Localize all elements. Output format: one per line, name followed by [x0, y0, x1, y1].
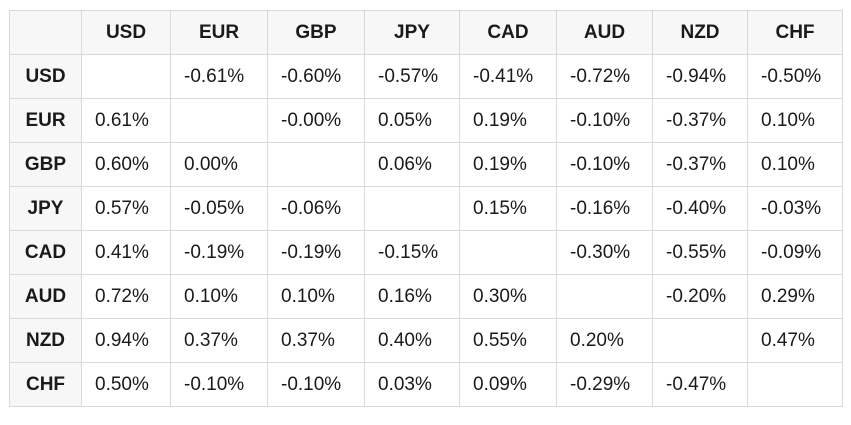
column-header: AUD [556, 10, 653, 55]
value-cell: -0.37% [652, 142, 748, 187]
column-header: EUR [170, 10, 268, 55]
value-cell: 0.29% [747, 274, 843, 319]
empty-cell [364, 186, 460, 231]
value-cell: -0.03% [747, 186, 843, 231]
value-cell: -0.15% [364, 230, 460, 275]
value-cell: -0.10% [170, 362, 268, 407]
value-cell: 0.94% [81, 318, 171, 363]
column-header: CHF [747, 10, 843, 55]
row-header: GBP [9, 142, 82, 187]
value-cell: 0.41% [81, 230, 171, 275]
value-cell: -0.10% [556, 98, 653, 143]
table-row: GBP 0.60% 0.00% 0.06% 0.19% -0.10% -0.37% 0.10% [9, 142, 843, 187]
column-header: JPY [364, 10, 460, 55]
value-cell: -0.40% [652, 186, 748, 231]
empty-cell [170, 98, 268, 143]
currency-heatmap-table-wrap: USD EUR GBP JPY CAD AUD NZD CHF USD -0.61… [9, 10, 843, 407]
value-cell: -0.72% [556, 54, 653, 99]
empty-cell [267, 142, 365, 187]
table-row: EUR 0.61% -0.00% 0.05% 0.19% -0.10% -0.37% 0.10… [9, 98, 843, 143]
value-cell: 0.50% [81, 362, 171, 407]
table-body: USD -0.61% -0.60% -0.57% -0.41% -0.72% -0.94% -… [9, 54, 843, 407]
value-cell: -0.55% [652, 230, 748, 275]
row-header: CAD [9, 230, 82, 275]
column-header: USD [81, 10, 171, 55]
empty-cell [81, 54, 171, 99]
column-header: NZD [652, 10, 748, 55]
value-cell: 0.20% [556, 318, 653, 363]
value-cell: -0.09% [747, 230, 843, 275]
value-cell: 0.37% [170, 318, 268, 363]
value-cell: -0.10% [556, 142, 653, 187]
value-cell: 0.10% [170, 274, 268, 319]
value-cell: -0.16% [556, 186, 653, 231]
empty-cell [459, 230, 557, 275]
row-header: NZD [9, 318, 82, 363]
corner-cell [9, 10, 82, 55]
value-cell: 0.05% [364, 98, 460, 143]
value-cell: -0.29% [556, 362, 653, 407]
value-cell: 0.03% [364, 362, 460, 407]
value-cell: 0.57% [81, 186, 171, 231]
table-row: USD -0.61% -0.60% -0.57% -0.41% -0.72% -0.94% -… [9, 54, 843, 99]
value-cell: 0.16% [364, 274, 460, 319]
table-row: NZD 0.94% 0.37% 0.37% 0.40% 0.55% 0.20% 0.47% [9, 318, 843, 363]
value-cell: 0.10% [747, 98, 843, 143]
value-cell: -0.19% [267, 230, 365, 275]
value-cell: 0.55% [459, 318, 557, 363]
value-cell: -0.05% [170, 186, 268, 231]
value-cell: -0.57% [364, 54, 460, 99]
table-row: JPY 0.57% -0.05% -0.06% 0.15% -0.16% -0.40% -0.… [9, 186, 843, 231]
value-cell: 0.09% [459, 362, 557, 407]
table-row: CHF 0.50% -0.10% -0.10% 0.03% 0.09% -0.29% -0.4… [9, 362, 843, 407]
row-header: AUD [9, 274, 82, 319]
value-cell: -0.41% [459, 54, 557, 99]
row-header: CHF [9, 362, 82, 407]
column-header: GBP [267, 10, 365, 55]
value-cell: 0.72% [81, 274, 171, 319]
value-cell: -0.50% [747, 54, 843, 99]
row-header: EUR [9, 98, 82, 143]
value-cell: 0.60% [81, 142, 171, 187]
row-header: JPY [9, 186, 82, 231]
value-cell: 0.61% [81, 98, 171, 143]
value-cell: -0.19% [170, 230, 268, 275]
value-cell: -0.30% [556, 230, 653, 275]
value-cell: 0.19% [459, 142, 557, 187]
header-row: USD EUR GBP JPY CAD AUD NZD CHF [9, 10, 843, 55]
value-cell: 0.06% [364, 142, 460, 187]
table-row: AUD 0.72% 0.10% 0.10% 0.16% 0.30% -0.20% 0.29% [9, 274, 843, 319]
value-cell: -0.61% [170, 54, 268, 99]
empty-cell [556, 274, 653, 319]
row-header: USD [9, 54, 82, 99]
value-cell: -0.06% [267, 186, 365, 231]
column-header: CAD [459, 10, 557, 55]
value-cell: -0.47% [652, 362, 748, 407]
table-row: CAD 0.41% -0.19% -0.19% -0.15% -0.30% -0.55% -0… [9, 230, 843, 275]
value-cell: -0.10% [267, 362, 365, 407]
value-cell: 0.00% [170, 142, 268, 187]
value-cell: 0.47% [747, 318, 843, 363]
value-cell: -0.94% [652, 54, 748, 99]
value-cell: 0.19% [459, 98, 557, 143]
value-cell: -0.20% [652, 274, 748, 319]
value-cell: -0.37% [652, 98, 748, 143]
empty-cell [747, 362, 843, 407]
value-cell: 0.37% [267, 318, 365, 363]
currency-heatmap-table: USD EUR GBP JPY CAD AUD NZD CHF USD -0.61… [9, 10, 843, 407]
value-cell: 0.30% [459, 274, 557, 319]
empty-cell [652, 318, 748, 363]
value-cell: -0.60% [267, 54, 365, 99]
value-cell: 0.10% [267, 274, 365, 319]
value-cell: 0.10% [747, 142, 843, 187]
value-cell: 0.15% [459, 186, 557, 231]
value-cell: -0.00% [267, 98, 365, 143]
value-cell: 0.40% [364, 318, 460, 363]
